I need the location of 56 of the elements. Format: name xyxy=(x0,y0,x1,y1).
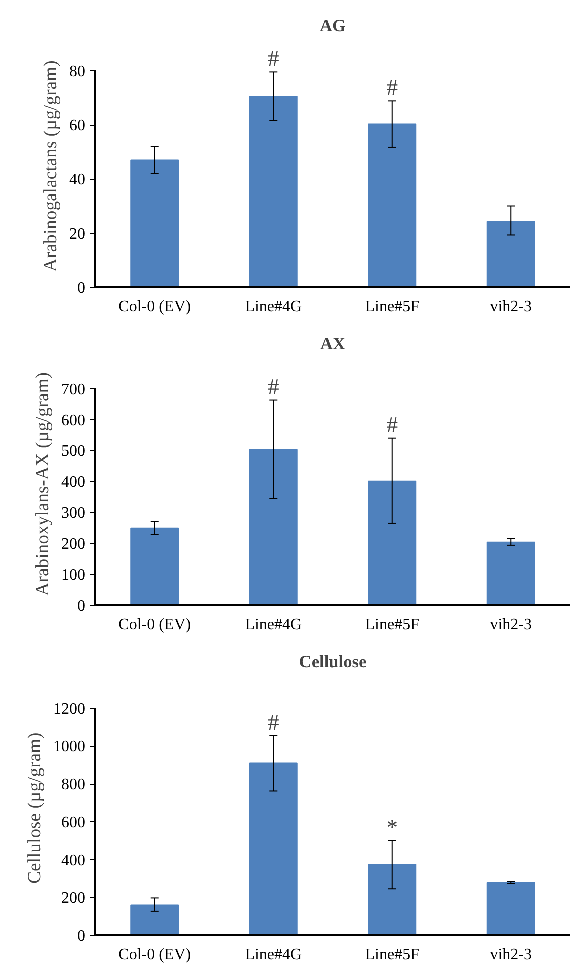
chart-title: AX xyxy=(320,334,346,354)
bar xyxy=(249,96,298,288)
bar xyxy=(130,528,180,606)
y-tick-label: 400 xyxy=(62,474,86,492)
y-tick-label: 500 xyxy=(62,443,86,460)
y-tick-label: 1000 xyxy=(54,738,86,756)
x-tick-label: Col-0 (EV) xyxy=(118,298,192,316)
y-tick-label: 80 xyxy=(70,63,86,80)
x-tick-label: Line#4G xyxy=(245,298,303,316)
y-tick-label: 40 xyxy=(70,172,86,189)
annotation: # xyxy=(386,412,398,438)
y-tick-label: 0 xyxy=(78,598,86,615)
x-tick-label: Col-0 (EV) xyxy=(118,946,192,964)
y-tick-label: 200 xyxy=(62,536,86,554)
y-axis-title: Arabinoxylans-AX (µg/gram) xyxy=(32,372,54,596)
y-tick-label: 600 xyxy=(62,814,86,832)
annotation: * xyxy=(386,814,398,840)
y-tick-label: 300 xyxy=(62,505,86,522)
y-tick-label: 600 xyxy=(62,412,86,430)
x-tick-label: vih2-3 xyxy=(490,616,532,634)
y-axis-title: Cellulose (µg/gram) xyxy=(24,732,46,884)
bar xyxy=(130,160,180,288)
annotation: # xyxy=(268,374,280,400)
x-tick-label: Line#5F xyxy=(365,616,420,634)
bar xyxy=(486,542,536,606)
annotation: # xyxy=(268,46,280,72)
x-tick-label: vih2-3 xyxy=(490,298,532,316)
y-tick-label: 400 xyxy=(62,852,86,870)
y-tick-label: 60 xyxy=(70,118,86,134)
x-tick-label: vih2-3 xyxy=(490,946,532,964)
x-tick-label: Line#5F xyxy=(365,298,420,316)
bar xyxy=(249,762,298,936)
bar xyxy=(486,882,536,936)
bar xyxy=(130,904,180,936)
bar xyxy=(368,124,417,288)
bar xyxy=(486,221,536,288)
y-tick-label: 800 xyxy=(62,776,86,794)
y-tick-label: 0 xyxy=(78,280,86,297)
x-tick-label: Line#4G xyxy=(245,616,303,634)
bar xyxy=(368,480,417,606)
x-tick-label: Line#4G xyxy=(245,946,303,964)
bar xyxy=(249,449,298,606)
x-tick-label: Col-0 (EV) xyxy=(118,616,192,634)
annotation: # xyxy=(268,710,280,735)
bar xyxy=(368,864,417,936)
chart-title: Cellulose xyxy=(299,652,367,672)
chart-title: AG xyxy=(320,16,346,36)
y-tick-label: 20 xyxy=(70,226,86,243)
y-tick-label: 700 xyxy=(62,381,86,398)
y-tick-label: 0 xyxy=(78,928,86,945)
y-tick-label: 100 xyxy=(62,567,86,584)
y-tick-label: 200 xyxy=(62,890,86,908)
y-axis-title: Arabinogalactans (µg/gram) xyxy=(40,60,62,272)
annotation: # xyxy=(386,75,398,100)
y-tick-label: 1200 xyxy=(54,700,86,718)
x-tick-label: Line#5F xyxy=(365,946,420,964)
